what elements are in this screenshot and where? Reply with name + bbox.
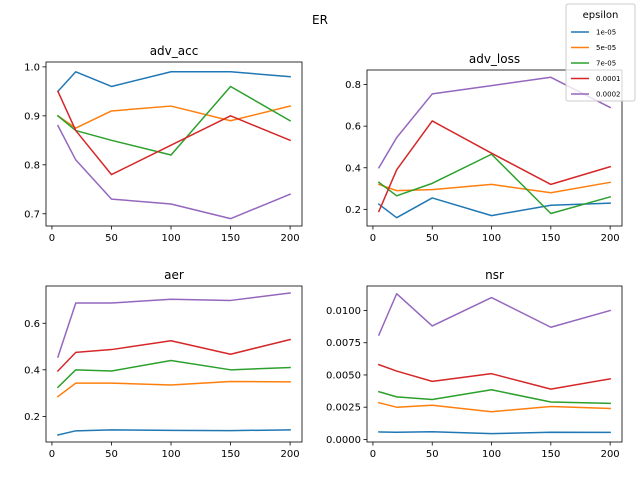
x-tick-label: 100 — [482, 449, 501, 460]
legend: epsilon 1e-05 5e-05 7e-05 0.0001 0.0002 — [565, 3, 636, 102]
series-line-0.0001 — [377, 120, 612, 213]
y-tick-label: 0.0050 — [326, 370, 361, 381]
series-line-5e-05 — [56, 105, 291, 129]
y-tick-label: 0.2 — [24, 412, 40, 423]
series-line-0.0002 — [56, 124, 292, 220]
y-tick-label: 0.0100 — [326, 306, 361, 317]
x-tick-label: 150 — [541, 449, 560, 460]
x-tick-label: 150 — [541, 233, 560, 244]
x-tick-label: 50 — [426, 233, 439, 244]
y-tick-label: 0.2 — [345, 205, 361, 216]
x-tick-label: 50 — [426, 449, 439, 460]
series-line-0.0002 — [377, 292, 612, 336]
x-tick-label: 100 — [161, 449, 180, 460]
series-line-0.0002 — [56, 292, 291, 358]
series-line-1e-05 — [377, 197, 611, 219]
subplot-nsr: nsr 0 50 100 150 200 0.0000 0.0025 0.0050 0.0075 0… — [326, 268, 623, 460]
x-tick-label: 50 — [105, 233, 118, 244]
series-line-7e-05 — [56, 359, 291, 389]
x-tick-label: 150 — [221, 449, 240, 460]
y-tick-label: 0.0075 — [326, 338, 361, 349]
subplot-title: aer — [164, 268, 184, 282]
y-tick-label: 0.8 — [24, 160, 40, 171]
legend-label: 0.0002 — [596, 91, 621, 99]
y-tick-label: 1.0 — [24, 62, 40, 73]
x-tick-label: 200 — [281, 449, 300, 460]
series-line-0.0002 — [377, 76, 612, 169]
subplot-aer: aer 0 50 100 150 200 0.2 0.4 0.6 — [24, 268, 303, 460]
series-line-7e-05 — [377, 153, 612, 215]
x-tick-label: 0 — [49, 233, 55, 244]
series-line-0.0001 — [377, 363, 612, 390]
x-tick-label: 200 — [601, 233, 620, 244]
x-tick-label: 0 — [49, 449, 55, 460]
y-tick-label: 0.4 — [345, 163, 361, 174]
x-tick-label: 200 — [281, 233, 300, 244]
figure-title: ER — [312, 13, 328, 27]
subplots: adv_acc 0 50 100 150 200 0.7 0.8 0.9 1.0 adv_loss 0… — [24, 44, 623, 460]
series-line-5e-05 — [56, 380, 291, 398]
series-line-5e-05 — [377, 181, 612, 194]
series-line-1e-05 — [378, 430, 611, 435]
series-line-1e-05 — [56, 71, 291, 93]
subplot-title: nsr — [485, 268, 504, 282]
legend-label: 7e-05 — [596, 60, 616, 68]
x-tick-label: 200 — [601, 449, 620, 460]
legend-label: 5e-05 — [596, 44, 616, 52]
series-line-1e-05 — [57, 429, 291, 436]
y-tick-label: 0.9 — [24, 111, 40, 122]
axes-frame — [45, 61, 303, 227]
y-tick-label: 0.6 — [345, 122, 361, 133]
x-tick-label: 150 — [221, 233, 240, 244]
y-tick-label: 0.7 — [24, 209, 40, 220]
axes-frame — [366, 69, 623, 227]
y-tick-label: 0.0025 — [326, 403, 361, 414]
y-tick-label: 0.0000 — [326, 435, 361, 446]
legend-box — [565, 3, 636, 102]
y-tick-label: 0.4 — [24, 365, 40, 376]
series-line-5e-05 — [377, 401, 611, 413]
x-tick-label: 0 — [370, 449, 376, 460]
x-tick-label: 100 — [482, 233, 501, 244]
y-tick-label: 0.6 — [24, 319, 40, 330]
legend-label: 1e-05 — [596, 29, 616, 37]
subplot-adv_loss: adv_loss 0 50 100 150 200 0.2 0.4 0.6 0.8 — [345, 52, 623, 244]
subplot-title: adv_acc — [150, 44, 199, 58]
y-tick-label: 0.8 — [345, 80, 361, 91]
series-line-0.0001 — [56, 90, 292, 176]
series-line-0.0001 — [56, 338, 291, 373]
subplot-title: adv_loss — [469, 52, 520, 66]
legend-title: epsilon — [583, 10, 619, 21]
axes-frame — [45, 285, 303, 443]
x-tick-label: 50 — [105, 449, 118, 460]
x-tick-label: 100 — [161, 233, 180, 244]
axes-frame — [366, 285, 623, 443]
subplot-adv_acc: adv_acc 0 50 100 150 200 0.7 0.8 0.9 1.0 — [24, 44, 303, 244]
series-line-7e-05 — [377, 389, 611, 405]
legend-label: 0.0001 — [596, 75, 621, 83]
series-line-7e-05 — [56, 85, 292, 156]
x-tick-label: 0 — [370, 233, 376, 244]
